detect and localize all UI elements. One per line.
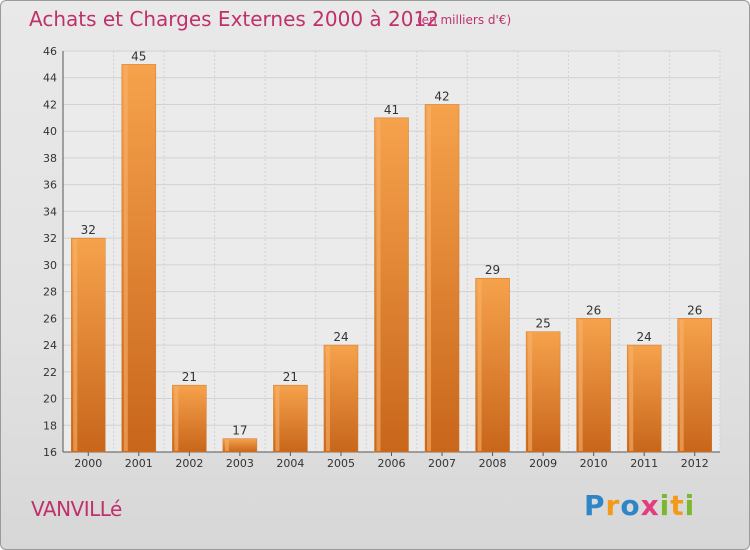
data-label: 42 <box>434 89 449 103</box>
x-tick-label: 2000 <box>74 457 102 470</box>
brand-logo: Proxiti <box>584 489 696 522</box>
data-label: 32 <box>81 223 96 237</box>
x-tick-label: 2004 <box>276 457 304 470</box>
y-tick-label: 30 <box>43 259 57 272</box>
data-label: 45 <box>131 49 146 63</box>
y-tick-label: 34 <box>43 205 57 218</box>
chart-title: Achats et Charges Externes 2000 à 2012 <box>29 7 439 31</box>
bar-highlight <box>325 346 330 451</box>
data-label: 26 <box>586 303 601 317</box>
y-tick-label: 36 <box>43 179 57 192</box>
place-name: VANVILLé <box>31 497 122 521</box>
x-tick-label: 2012 <box>681 457 709 470</box>
data-label: 26 <box>687 303 702 317</box>
x-tick-label: 2011 <box>630 457 658 470</box>
bar-highlight <box>477 279 482 451</box>
data-label: 24 <box>333 330 348 344</box>
data-label: 17 <box>232 424 247 438</box>
y-tick-label: 42 <box>43 98 57 111</box>
data-label: 29 <box>485 263 500 277</box>
x-tick-label: 2005 <box>327 457 355 470</box>
bars <box>71 64 712 453</box>
bar-highlight <box>275 386 280 451</box>
data-label: 21 <box>283 370 298 384</box>
y-tick-label: 38 <box>43 152 57 165</box>
x-tick-label: 2003 <box>226 457 254 470</box>
x-tick-label: 2010 <box>580 457 608 470</box>
x-tick-label: 2001 <box>125 457 153 470</box>
bar-highlight <box>376 118 381 451</box>
bar-highlight <box>427 105 432 451</box>
x-tick-label: 2007 <box>428 457 456 470</box>
labels: 16 18 20 22 24 26 28 30 32 34 36 38 40 42 44 46 32 2000 45… <box>43 45 709 470</box>
y-tick-label: 26 <box>43 312 57 325</box>
y-tick-label: 46 <box>43 45 57 58</box>
data-label: 41 <box>384 103 399 117</box>
x-tick-label: 2009 <box>529 457 557 470</box>
data-label: 21 <box>182 370 197 384</box>
bar-highlight <box>224 439 229 451</box>
bar-highlight <box>123 65 128 451</box>
x-tick-label: 2002 <box>175 457 203 470</box>
x-tick-label: 2006 <box>378 457 406 470</box>
y-tick-label: 44 <box>43 72 57 85</box>
x-tick-label: 2008 <box>479 457 507 470</box>
chart-subtitle: (en milliers d'€) <box>417 13 512 27</box>
y-tick-label: 16 <box>43 446 57 459</box>
bar-highlight <box>73 239 78 451</box>
data-label: 24 <box>637 330 652 344</box>
bar-highlight <box>578 319 583 451</box>
bar-highlight <box>679 319 684 451</box>
bar-highlight <box>528 332 533 451</box>
bar-highlight <box>174 386 179 451</box>
y-tick-label: 28 <box>43 286 57 299</box>
y-tick-label: 20 <box>43 393 57 406</box>
y-tick-label: 32 <box>43 232 57 245</box>
bar <box>222 438 258 453</box>
y-tick-label: 24 <box>43 339 57 352</box>
bar-highlight <box>629 346 634 451</box>
y-tick-label: 18 <box>43 419 57 432</box>
data-label: 25 <box>535 317 550 331</box>
y-tick-label: 40 <box>43 125 57 138</box>
y-tick-label: 22 <box>43 366 57 379</box>
